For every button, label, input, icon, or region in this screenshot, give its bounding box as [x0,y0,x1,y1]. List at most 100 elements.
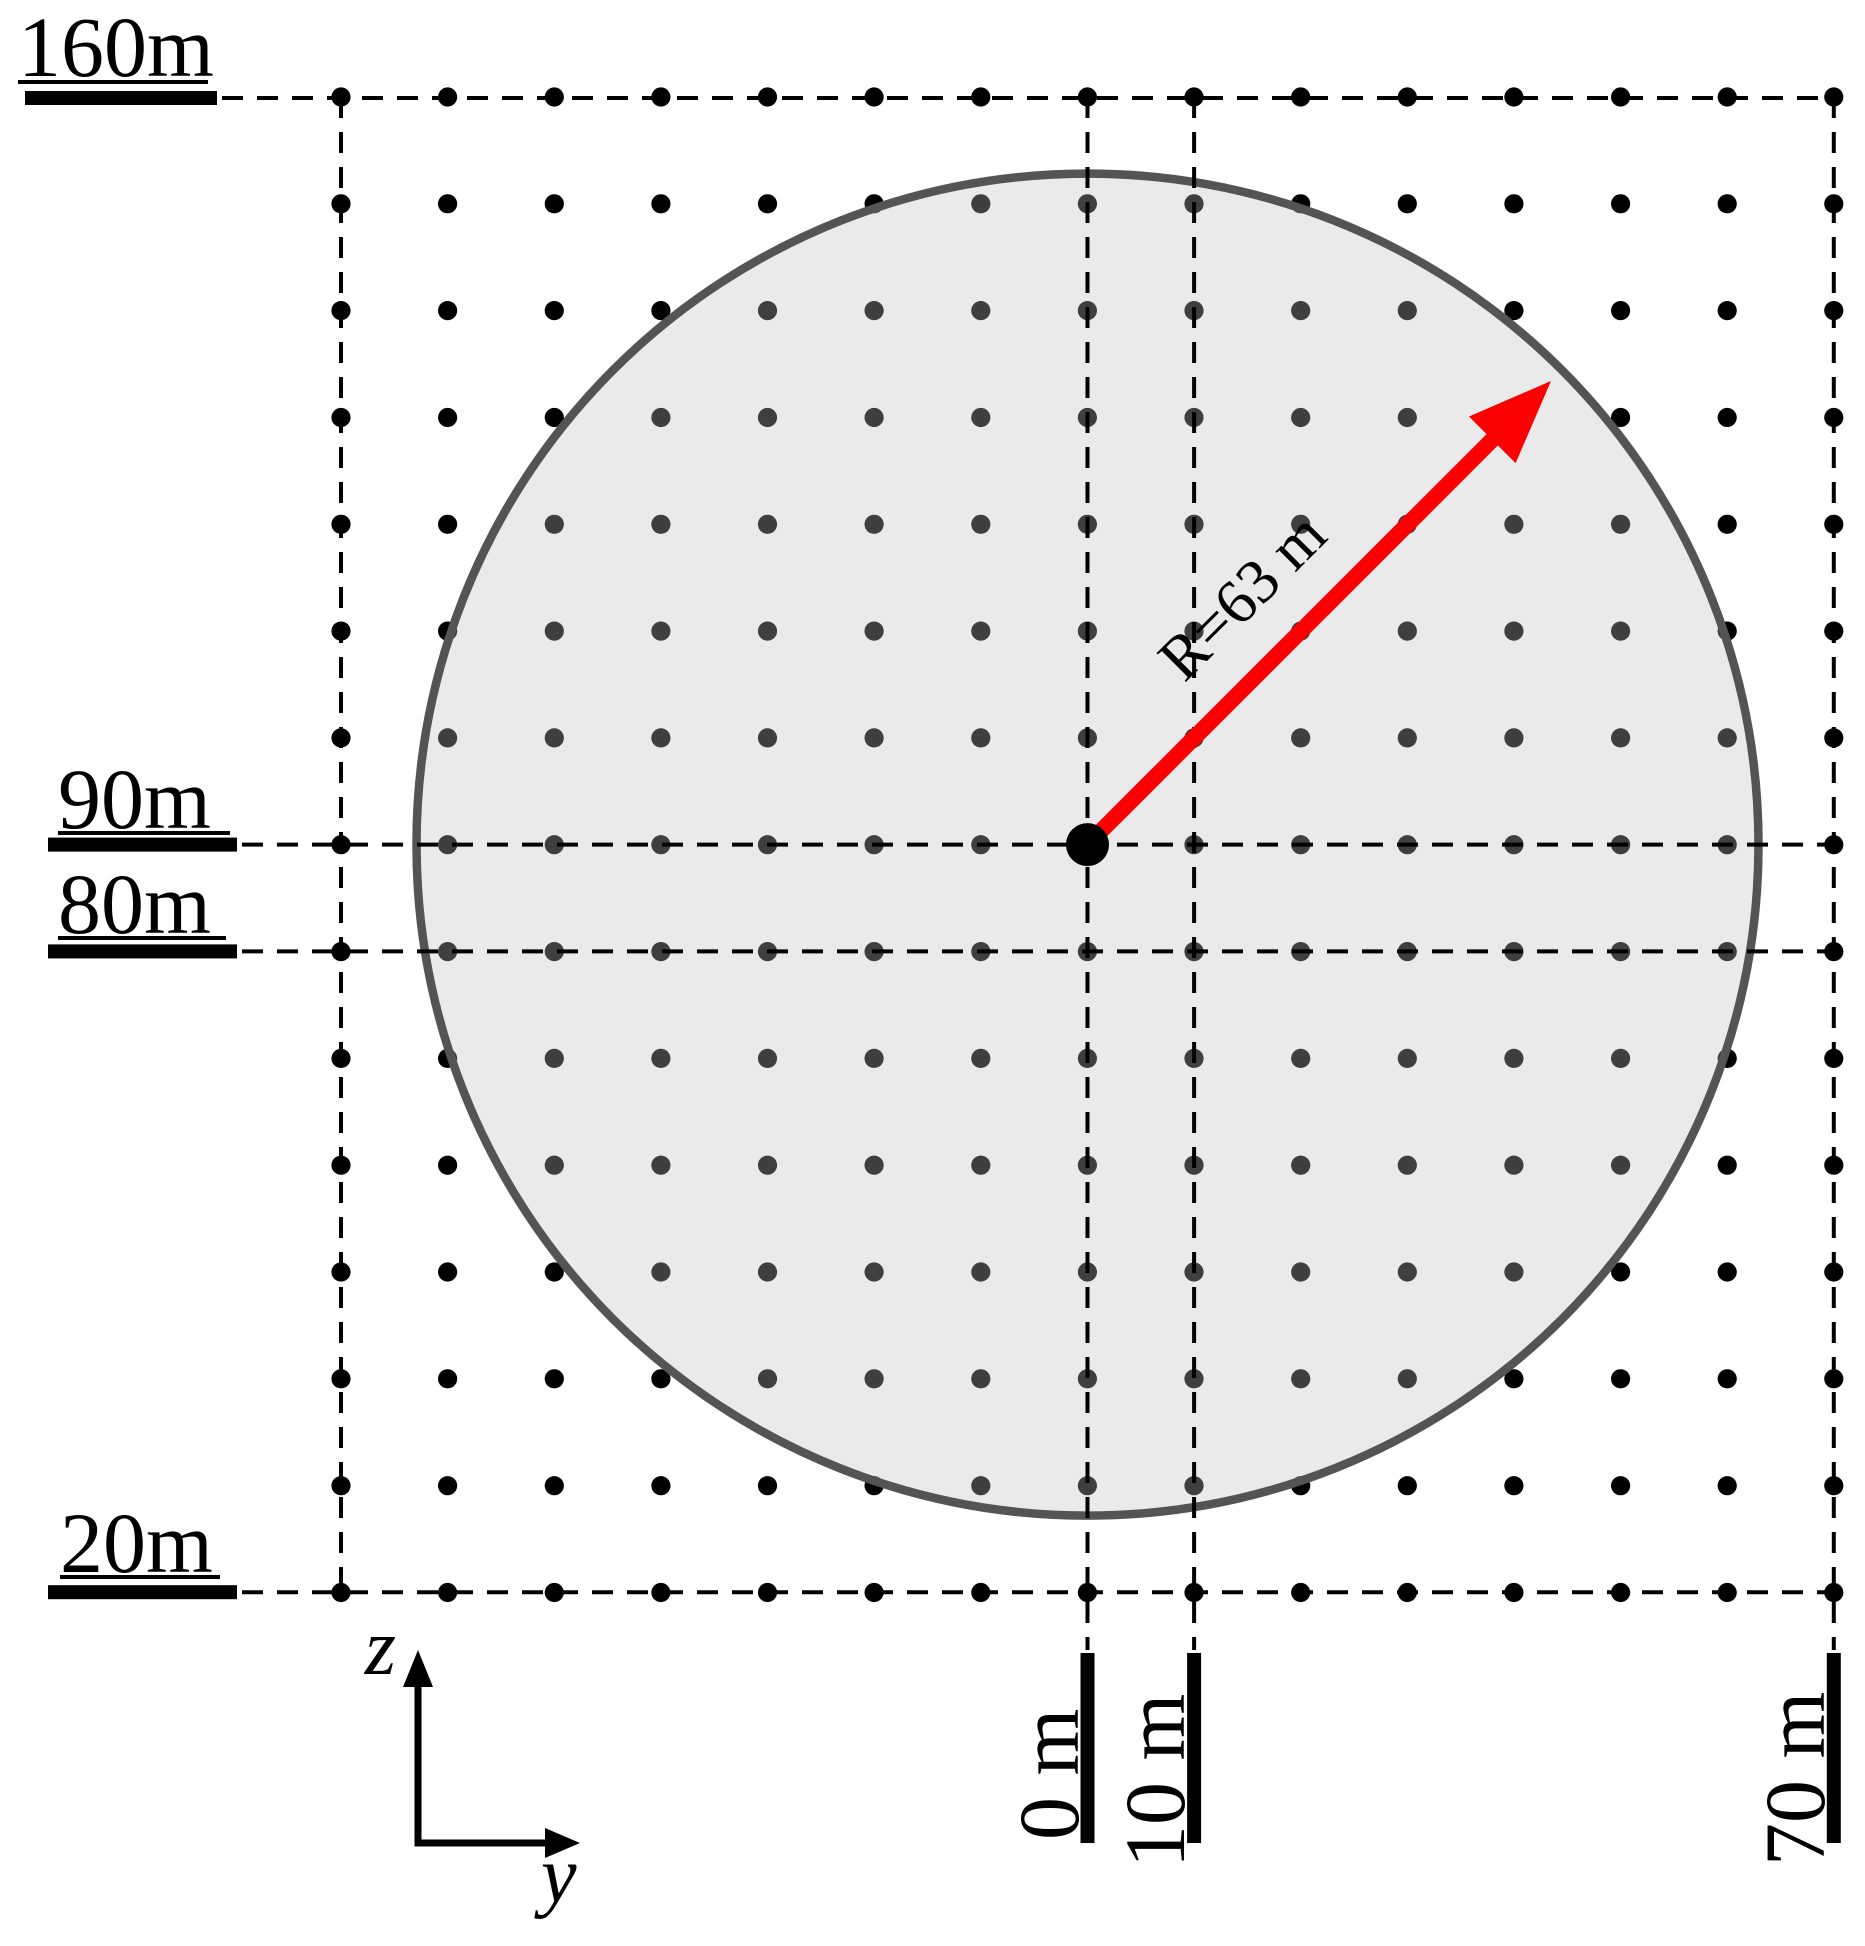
left-rulers: 160m 90m 80m 20m [18,0,237,1600]
grid-dot [651,728,671,748]
grid-dot [757,1476,778,1496]
ruler-underline-160m [18,80,208,84]
grid-dot [1504,1476,1524,1496]
grid-dot [1717,1369,1737,1389]
grid-dot [438,942,458,962]
grid-dot [1611,87,1631,107]
grid-dot [1717,1262,1737,1282]
grid-dot [864,87,884,107]
grid-dot [1824,1476,1844,1496]
grid-dot [544,1582,564,1603]
grid-dot [1611,1476,1631,1496]
grid-dot [971,1155,991,1175]
grid-dot [438,1262,458,1282]
grid-dot [1397,1155,1417,1175]
grid-dot [438,1369,458,1389]
ruler-underline-80m [58,936,226,940]
grid-dot [1397,1048,1417,1068]
grid-dot [544,942,564,962]
grid-dot [757,514,778,534]
grid-dot [1397,194,1417,214]
grid-dot [651,194,671,214]
grid-dot [1077,1369,1097,1389]
grid-dot [651,942,671,962]
grid-dot [331,1476,351,1496]
grid-dot [1611,1048,1631,1068]
grid-dot [1291,301,1311,321]
grid-dot [757,728,778,748]
grid-dot [651,621,671,641]
grid-dot [757,194,778,214]
ruler-bar-160m [25,91,217,105]
axis-indicator: z y [364,1604,580,1920]
grid-dot [544,835,564,855]
grid-dot [544,514,564,534]
grid-dot [1504,728,1524,748]
bottom-rulers: 0 m 10 m 70 m [1001,1653,1843,1868]
grid-dot [544,301,564,321]
grid-dot [971,728,991,748]
grid-dot [1504,1048,1524,1068]
grid-dot [864,1048,884,1068]
grid-dot [864,1155,884,1175]
grid-dot [331,1369,351,1389]
grid-dot [1077,1476,1097,1496]
grid-dot [1611,301,1631,321]
grid-dot [1717,728,1737,748]
grid-dot [1397,407,1417,428]
grid-dot [544,194,564,214]
ruler-bar-70m [1826,1653,1841,1843]
grid-dot [544,1048,564,1068]
grid-dot [544,1476,564,1496]
grid-dot [757,1048,778,1068]
grid-dot [651,407,671,428]
grid-dot [1717,1476,1737,1496]
grid-dot [971,621,991,641]
grid-dot [971,1048,991,1068]
grid-dot [651,1369,671,1389]
grid-dot [1291,1048,1311,1068]
ruler-bar-0m [1080,1653,1095,1843]
grid-dot [1184,1476,1204,1496]
ruler-underline-90m [58,831,230,835]
grid-dot [1504,87,1524,107]
grid-dot [1504,1369,1524,1389]
grid-dot [1717,194,1737,214]
grid-dot [1397,621,1417,641]
grid-dot [651,1582,671,1603]
grid-dot [864,728,884,748]
grid-dot [1397,728,1417,748]
grid-dot [651,301,671,321]
grid-dot [1504,194,1524,214]
grid-dot [651,835,671,855]
ruler-bar-80m [48,944,237,959]
grid-dot [757,301,778,321]
grid-dot [544,1262,564,1282]
grid-dot [1397,301,1417,321]
grid-dot [544,1369,564,1389]
grid-dot [1611,514,1631,534]
grid-dot [1504,301,1524,321]
grid-dot [438,301,458,321]
grid-dot [864,301,884,321]
grid-dot [1184,1369,1204,1389]
grid-dot [544,728,564,748]
grid-dot [971,407,991,428]
grid-dot [864,1262,884,1282]
grid-dot [1291,87,1311,107]
grid-dot [1611,621,1631,641]
grid-dot [757,1369,778,1389]
grid-dot [1291,1155,1311,1175]
grid-dot [1717,514,1737,534]
grid-dot [1611,194,1631,214]
grid-dot [1291,728,1311,748]
grid-dot [1397,1476,1417,1496]
grid-dot [651,1476,671,1496]
grid-dot [971,514,991,534]
grid-dot [438,514,458,534]
grid-dot [438,1582,458,1603]
grid-dot [544,407,564,428]
grid-dot [1397,1262,1417,1282]
grid-dot [651,1048,671,1068]
